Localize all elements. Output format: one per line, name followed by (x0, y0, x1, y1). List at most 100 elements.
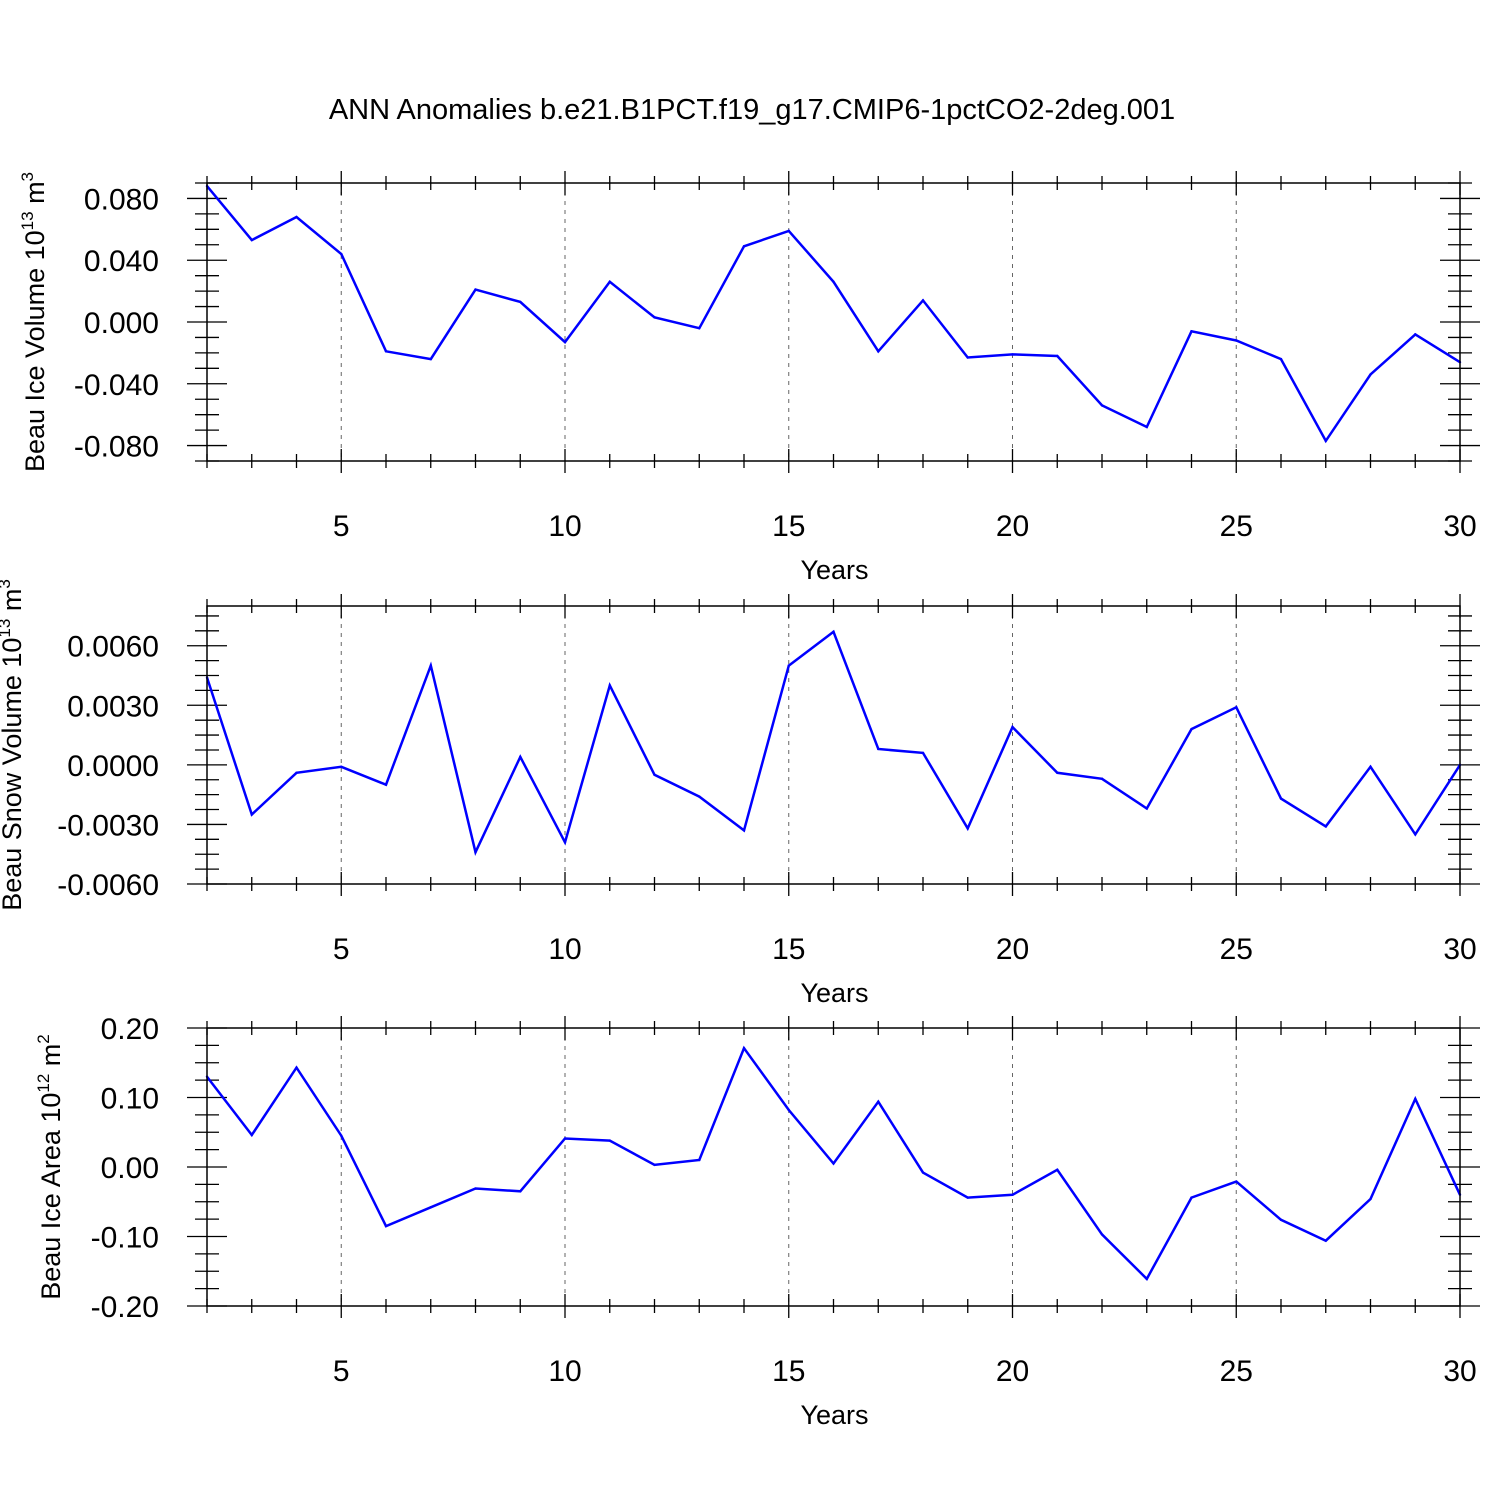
data-point (877, 747, 880, 751)
y-tick-label: 0.000 (84, 307, 159, 340)
data-point (1235, 1180, 1238, 1183)
y-tick-label: -0.080 (74, 431, 159, 464)
data-point (1100, 404, 1104, 407)
panel-1: 5 10 15 20 25 30 -0.080 -0.040 0.000 0.040 0.080 Ye… (18, 171, 1480, 585)
data-point (295, 1066, 298, 1069)
data-point (966, 827, 969, 830)
data-point (698, 795, 701, 798)
data-point (787, 229, 790, 233)
y-tick-label: -0.0030 (57, 809, 159, 842)
data-point (1279, 797, 1283, 800)
data-point (384, 1224, 388, 1228)
data-point (1414, 1097, 1417, 1101)
y-axis-title-unit-exponent: 3 (18, 172, 37, 181)
y-axis-title: Beau Ice Volume 1013 m3 (18, 172, 50, 472)
x-tick-label: 10 (548, 1355, 581, 1388)
y-tick-label: -0.0060 (57, 869, 159, 902)
x-tick-label: 20 (996, 510, 1029, 543)
x-tick-label: 20 (996, 1355, 1029, 1388)
data-point (1145, 425, 1148, 429)
y-axis-title-unit-exponent: 3 (0, 579, 14, 588)
data-point (1324, 825, 1327, 828)
data-point (742, 245, 746, 248)
data-point (1011, 353, 1014, 356)
data-point (877, 350, 880, 353)
y-axis-title-main: Beau Ice Volume 10 (20, 230, 50, 472)
data-point (1100, 1233, 1104, 1236)
x-tick-label: 20 (996, 933, 1029, 966)
data-point (563, 841, 567, 844)
data-point (921, 751, 925, 755)
data-point (653, 1163, 656, 1167)
y-tick-label: -0.040 (74, 369, 159, 402)
data-point (1190, 727, 1193, 731)
y-tick-label: 0.10 (101, 1083, 159, 1116)
data-point (1235, 339, 1238, 342)
x-tick-label: 30 (1443, 1355, 1476, 1388)
data-point (1011, 1193, 1014, 1197)
y-axis-title-exponent: 13 (18, 211, 37, 230)
data-point (832, 280, 835, 284)
plot-frame (206, 605, 1461, 885)
data-point (474, 288, 477, 291)
data-point (698, 326, 701, 330)
data-point (653, 316, 656, 319)
panel-2: 5 10 15 20 25 30 -0.0060 -0.0030 0.0000 0.0030 0.0… (0, 579, 1480, 1008)
x-tick-label: 25 (1220, 1355, 1253, 1388)
data-point (340, 252, 343, 256)
data-point (1011, 725, 1014, 729)
y-tick-label: 0.00 (101, 1152, 159, 1185)
data-point (340, 1134, 343, 1137)
data-point (1414, 333, 1417, 336)
y-tick-label: 0.20 (101, 1013, 159, 1046)
x-axis-title: Years (800, 555, 868, 585)
y-axis-title-exponent: 12 (34, 1074, 53, 1093)
data-point (966, 1196, 969, 1199)
data-point (340, 765, 343, 769)
data-point (1324, 1239, 1327, 1242)
y-tick-label: -0.10 (91, 1222, 159, 1255)
y-axis-title-unit: m (20, 181, 50, 211)
y-axis-title-unit-exponent: 2 (34, 1034, 53, 1043)
y-axis-title-unit: m (36, 1044, 66, 1074)
x-tick-label: 5 (333, 1355, 350, 1388)
data-point (384, 350, 388, 353)
data-point (1056, 771, 1059, 774)
data-point (250, 1133, 253, 1137)
series-line (206, 185, 1461, 444)
x-tick-label: 10 (548, 510, 581, 543)
data-point (1190, 330, 1193, 333)
data-point (1369, 765, 1372, 769)
x-tick-label: 10 (548, 933, 581, 966)
y-axis-title-exponent: 13 (0, 619, 14, 638)
data-point (519, 300, 522, 304)
data-point (474, 851, 477, 854)
data-point (742, 829, 746, 832)
data-point (921, 1171, 925, 1174)
panels: 5 10 15 20 25 30-0.080-0.0400.0000.0400.080Ye… (0, 171, 1480, 1430)
data-point (1414, 833, 1417, 836)
data-point (295, 215, 298, 219)
data-point (921, 299, 925, 302)
y-tick-label: 0.080 (84, 183, 159, 216)
data-point (429, 1206, 432, 1209)
x-axis-title: Years (800, 978, 868, 1008)
y-tick-label: 0.0000 (67, 750, 159, 783)
data-point (1279, 1218, 1283, 1222)
data-point (295, 771, 298, 774)
data-point (877, 1100, 880, 1103)
x-tick-label: 30 (1443, 510, 1476, 543)
data-point (1235, 706, 1238, 709)
data-point (563, 340, 567, 344)
data-point (787, 1108, 790, 1112)
y-axis-title: Beau Snow Volume 1013 m3 (0, 579, 27, 911)
data-point (608, 1139, 611, 1142)
data-point (966, 356, 969, 359)
y-tick-label: 0.040 (84, 245, 159, 278)
y-tick-label: 0.0060 (67, 631, 159, 664)
data-point (384, 783, 388, 786)
data-point (474, 1187, 477, 1190)
data-point (1369, 1197, 1372, 1201)
x-tick-label: 25 (1220, 510, 1253, 543)
